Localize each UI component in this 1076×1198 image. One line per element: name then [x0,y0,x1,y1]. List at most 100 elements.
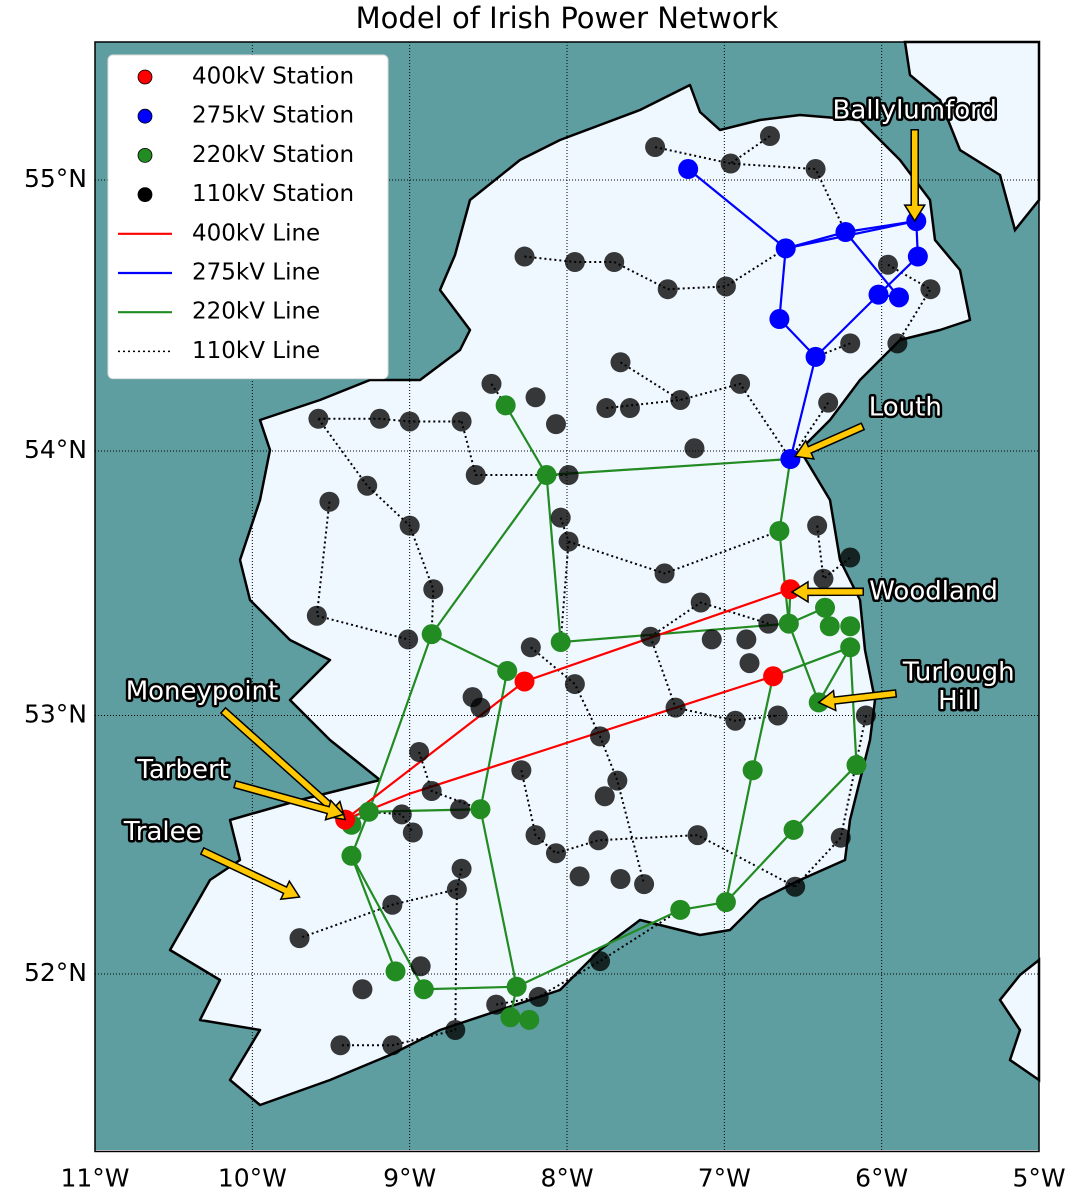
station [500,1007,521,1028]
station [588,830,609,851]
station [818,392,839,413]
station [594,786,615,807]
power-line [496,909,681,1006]
legend-label: 220kV Station [192,142,354,168]
power-line [649,636,778,722]
station [402,822,423,843]
x-tick-label: 7°W [698,1163,751,1192]
station [887,333,908,354]
annotation-arrow [793,422,866,460]
station [888,287,909,308]
power-line [520,770,796,888]
power-line [772,646,851,678]
x-tick-label: 11°W [60,1163,129,1192]
station [391,804,412,825]
station [670,389,691,410]
station [657,279,678,300]
station [690,592,711,613]
station [785,876,806,897]
station [701,629,722,650]
station [423,579,444,600]
station [528,986,549,1007]
station [840,616,861,637]
power-line [318,417,462,423]
text-line: Turlough [902,657,1015,687]
station [645,137,666,158]
chart-title: Model of Irish Power Network [356,1,779,35]
station [497,660,518,681]
station [742,760,763,781]
text-line: Hill [938,685,979,715]
station [590,951,611,972]
station [868,284,889,305]
station [654,563,675,584]
station [670,899,691,920]
x-tick-label: 9°W [383,1163,436,1192]
power-line [545,474,826,644]
station [410,956,431,977]
station [450,799,471,820]
station [640,626,661,647]
station [306,605,327,626]
station [763,666,784,687]
annotation-arrow [790,580,865,604]
station [558,531,579,552]
station [684,438,705,459]
station [399,515,420,536]
station [398,629,419,650]
station [545,843,566,864]
annotation-arrow [817,689,898,712]
station [558,465,579,486]
station [369,408,390,429]
y-tick-label: 54°N [24,435,87,464]
annotation-label: Turlough Hill [902,657,1015,716]
station [409,742,430,763]
station [495,395,516,416]
annotation-label: Tarbert [136,755,229,785]
legend-label: 110kV Line [192,338,320,364]
station [519,1009,540,1030]
station [511,760,532,781]
map-layer: Ballylumford Louth Woodland Turlough Hill Mon… [94,41,1040,1153]
annotation-label: Moneypoint [126,676,279,706]
station [514,671,535,692]
station [805,346,826,367]
x-tick-label: 8°W [540,1163,593,1192]
station [352,979,373,1000]
station [720,153,741,174]
legend-marker [137,187,153,203]
station [758,613,779,634]
station [725,710,746,731]
station [846,755,867,776]
station [446,879,467,900]
legend-label: 220kV Line [192,299,320,325]
station [550,632,571,653]
station [739,653,760,674]
y-tick-label: 55°N [24,164,87,193]
station [385,961,406,982]
ireland-land [168,83,972,1107]
station [481,373,502,394]
power-line [524,247,787,291]
station [769,309,790,330]
station [399,411,420,432]
station [835,222,856,243]
station [607,770,628,791]
annotation-label: Louth [869,393,942,423]
station [619,398,640,419]
station [341,845,362,866]
station [840,333,861,354]
plot-frame [94,41,1040,1153]
station [470,799,491,820]
station [678,159,699,180]
station [604,251,625,272]
station [687,825,708,846]
power-line [350,404,548,972]
station [736,629,757,650]
station [564,251,585,272]
x-tick-label: 10°W [218,1163,287,1192]
station [907,246,928,267]
station [421,624,442,645]
station [514,246,535,267]
